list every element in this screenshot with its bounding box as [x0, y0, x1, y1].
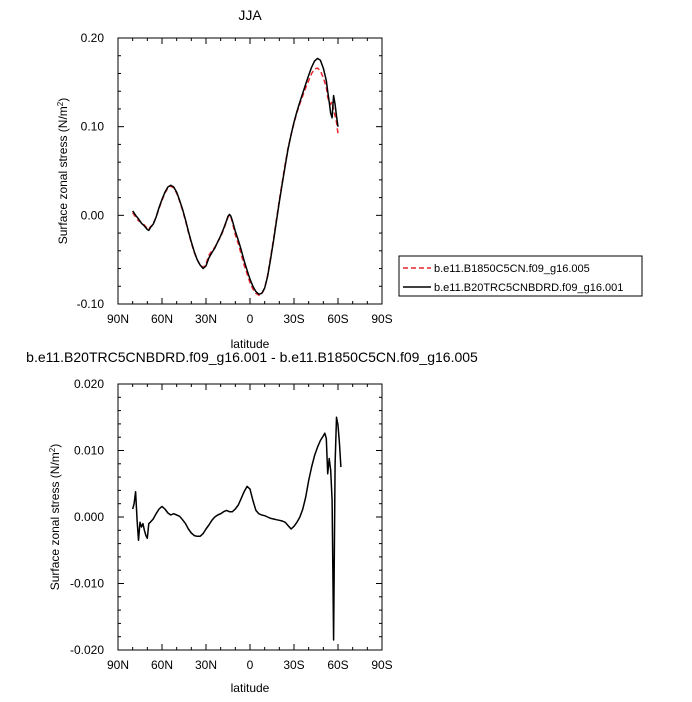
bottom-x-tick-label: 30S [283, 658, 304, 672]
top-series-line-1 [132, 57, 339, 295]
top-x-tick-label: 30N [195, 312, 217, 326]
bottom-panel-ticks: 90N 60N 30N 0 30S 60S 90S -0.020 -0.010 0.000 0.01… [70, 377, 393, 672]
top-y-axis-title: Surface zonal stress (N/m2) [56, 98, 70, 245]
top-y-tick-label: 0.20 [81, 31, 105, 45]
top-y-axis-title-sup: 2 [56, 101, 65, 106]
top-plot-frame [117, 37, 383, 305]
top-x-tick-label: 60N [151, 312, 173, 326]
bottom-panel-series [131, 416, 342, 641]
legend-label-b1850: b.e11.B1850C5CN.f09_g16.005 [434, 263, 590, 275]
top-x-tick-label: 0 [247, 312, 254, 326]
bottom-x-tick-label: 60S [327, 658, 348, 672]
bottom-y-tick-label: 0.000 [74, 510, 104, 524]
bottom-x-tick-label: 90N [107, 658, 129, 672]
top-x-axis-title: latitude [231, 337, 270, 351]
top-y-tick-label: -0.10 [77, 297, 105, 311]
bottom-y-tick-label: 0.020 [74, 377, 104, 391]
legend-label-b20trc: b.e11.B20TRC5CNBDRD.f09_g16.001 [434, 282, 623, 294]
top-x-tick-label: 60S [327, 312, 348, 326]
legend-box [398, 255, 643, 297]
bottom-y-tick-label: -0.020 [70, 643, 104, 657]
top-panel-series [132, 57, 339, 296]
top-y-tick-label: 0.10 [81, 120, 105, 134]
bottom-plot-frame [117, 383, 383, 651]
bottom-x-axis-title: latitude [231, 681, 270, 695]
top-x-tick-label: 90S [371, 312, 392, 326]
bottom-y-tick-label: 0.010 [74, 444, 104, 458]
bottom-series-line-0 [131, 416, 342, 641]
top-series-line-0 [132, 67, 339, 296]
top-x-tick-label: 30S [283, 312, 304, 326]
bottom-x-tick-label: 0 [247, 658, 254, 672]
bottom-x-tick-label: 90S [371, 658, 392, 672]
bottom-y-axis-title-sup: 2 [48, 447, 57, 452]
top-x-tick-label: 90N [107, 312, 129, 326]
bottom-y-axis-title: Surface zonal stress (N/m2) [48, 444, 62, 591]
top-y-axis-title-text: Surface zonal stress (N/m [56, 106, 70, 244]
top-y-axis-title-close: ) [56, 98, 70, 102]
top-panel-ticks: 90N 60N 30N 0 30S 60S 90S -0.10 0.00 0.10 0.20 [77, 31, 393, 326]
bottom-y-axis-title-text: Surface zonal stress (N/m [48, 452, 62, 590]
top-panel: JJA 90N 60N 30N 0 30S 60S 90S -0.10 0.00 0.10 0.20… [56, 7, 393, 351]
bottom-x-tick-label: 30N [195, 658, 217, 672]
bottom-panel-title: b.e11.B20TRC5CNBDRD.f09_g16.001 - b.e11.… [26, 349, 478, 365]
bottom-panel: b.e11.B20TRC5CNBDRD.f09_g16.001 - b.e11.… [26, 349, 478, 695]
top-panel-title: JJA [238, 7, 262, 23]
legend: b.e11.B1850C5CN.f09_g16.005 b.e11.B20TRC… [398, 255, 643, 297]
bottom-y-tick-label: -0.010 [70, 577, 104, 591]
bottom-x-tick-label: 60N [151, 658, 173, 672]
bottom-y-axis-title-close: ) [48, 444, 62, 448]
top-y-tick-label: 0.00 [81, 208, 105, 222]
